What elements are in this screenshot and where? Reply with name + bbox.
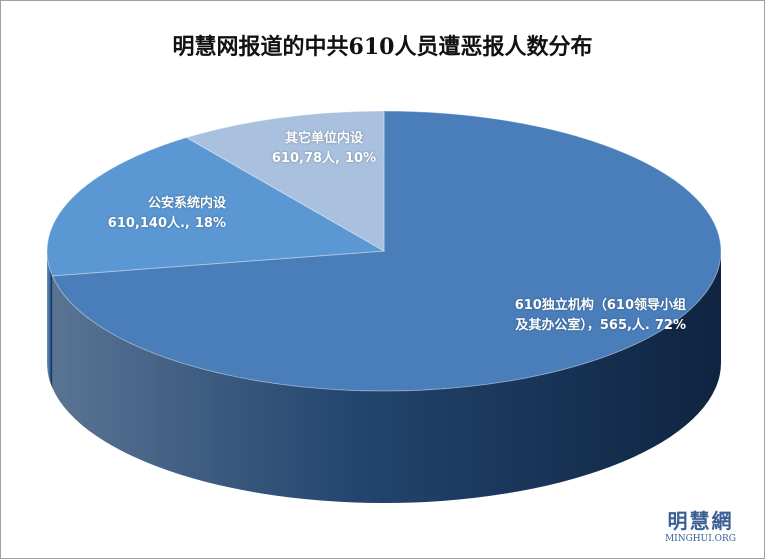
percent-label: 18% (194, 216, 226, 231)
category: 公安系统内设610, (107, 196, 226, 231)
watermark-url: MINGHUI.ORG (664, 534, 736, 544)
slice (51, 110, 722, 392)
watermark: 明慧網 MINGHUI.ORG (665, 505, 736, 544)
percent-label: 10% (344, 151, 377, 166)
data-label: 其它单位内设610,78人, 10% (269, 129, 379, 169)
slice (185, 110, 385, 252)
value-label: 565,人. (599, 318, 650, 333)
category: 610独立机构（610领导小组及其办公室）， (514, 298, 686, 333)
slice-side (52, 251, 722, 503)
slice (46, 136, 386, 277)
data-label: 公安系统内设610,140人., 18% (91, 194, 226, 234)
chart-title: 明慧网报道的中共610人员遭恶报人数分布 (172, 34, 593, 60)
watermark-name: 明慧網 (667, 509, 734, 533)
value-label: 78人, (303, 151, 340, 166)
category: 其它单位内设610, (271, 131, 363, 166)
slice-side (47, 251, 53, 388)
percent-label: 72% (654, 318, 686, 333)
data-label: 610独立机构（610领导小组及其办公室），565,人. 72% (506, 296, 686, 336)
value-label: 140人., (139, 216, 190, 231)
